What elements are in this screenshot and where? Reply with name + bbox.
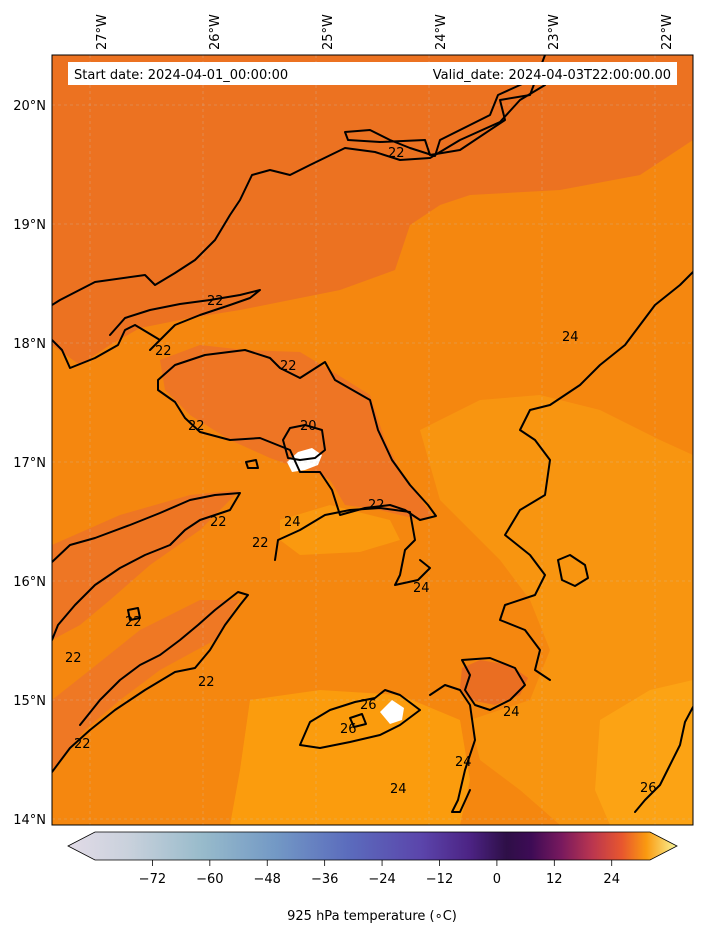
contours bbox=[52, 55, 693, 813]
lon-tick-label: 27°W bbox=[95, 14, 110, 50]
contour-label: 24 bbox=[284, 515, 301, 530]
colorbar-tick-label: −72 bbox=[139, 872, 166, 887]
contour-label: 22 bbox=[74, 737, 91, 752]
contour-loop-4 bbox=[349, 713, 367, 728]
valid-date-label: Valid_date: 2024-04-03T22:00:00.00 bbox=[433, 68, 671, 83]
contour-22-a bbox=[52, 289, 261, 369]
lon-tick-label: 26°W bbox=[208, 14, 223, 50]
contour-label: 22 bbox=[198, 675, 215, 690]
contour-24-west bbox=[274, 507, 431, 586]
lat-tick-label: 15°N bbox=[13, 694, 46, 709]
colorbar-tick-label: −48 bbox=[253, 872, 280, 887]
map-panel: 20 22 22 22 22 22 22 22 22 22 22 22 22 2… bbox=[52, 55, 693, 825]
contour-label: 22 bbox=[125, 615, 142, 630]
contour-label: 22 bbox=[155, 344, 172, 359]
contour-label: 24 bbox=[562, 330, 579, 345]
contour-label: 24 bbox=[390, 782, 407, 797]
lon-axis: 27°W 26°W 25°W 24°W 23°W 22°W bbox=[95, 14, 675, 50]
cool-region-north bbox=[52, 55, 693, 365]
warm-region-south bbox=[230, 690, 470, 825]
cool-region-west bbox=[52, 490, 240, 640]
missing-data-patch-2 bbox=[380, 700, 404, 724]
contour-24-east bbox=[499, 271, 693, 681]
lat-axis: 20°N 19°N 18°N 17°N 16°N 15°N 14°N bbox=[13, 99, 46, 828]
lat-tick-label: 20°N bbox=[13, 99, 46, 114]
contour-26-southeast bbox=[634, 706, 693, 813]
colorbar-tick-label: 0 bbox=[493, 872, 501, 887]
contour-loop-3 bbox=[127, 607, 141, 621]
lon-tick-label: 25°W bbox=[321, 14, 336, 50]
contour-label: 24 bbox=[503, 705, 520, 720]
contour-24-lower bbox=[429, 684, 476, 813]
colorbar-bar bbox=[67, 831, 678, 861]
lat-tick-label: 16°N bbox=[13, 575, 46, 590]
lat-tick-label: 17°N bbox=[13, 456, 46, 471]
colorbar-tick-label: 12 bbox=[546, 872, 563, 887]
contour-label: 22 bbox=[388, 146, 405, 161]
contour-label: 22 bbox=[207, 294, 224, 309]
lat-tick-label: 14°N bbox=[13, 813, 46, 828]
lon-tick-label: 23°W bbox=[547, 14, 562, 50]
contour-label: 22 bbox=[252, 536, 269, 551]
contour-label: 22 bbox=[65, 651, 82, 666]
map-frame bbox=[51, 54, 694, 826]
contour-22-north bbox=[344, 55, 546, 157]
contour-loop-1 bbox=[557, 554, 589, 587]
lat-tick-label: 19°N bbox=[13, 218, 46, 233]
gridlines bbox=[52, 55, 693, 825]
colorbar: −72 −60 −48 −36 −24 −12 0 12 24 925 hPa … bbox=[67, 831, 678, 924]
contour-loop-2 bbox=[245, 459, 259, 469]
colorbar-title: 925 hPa temperature (∘C) bbox=[287, 909, 457, 924]
lon-tick-label: 22°W bbox=[660, 14, 675, 50]
contour-label: 22 bbox=[210, 515, 227, 530]
contour-22-main bbox=[52, 84, 546, 306]
contour-labels: 20 22 22 22 22 22 22 22 22 22 22 22 22 2… bbox=[65, 146, 657, 797]
contour-label: 26 bbox=[340, 722, 357, 737]
start-date-label: Start date: 2024-04-01_00:00:00 bbox=[74, 68, 288, 83]
contour-label: 22 bbox=[188, 419, 205, 434]
colorbar-tick-label: −60 bbox=[196, 872, 223, 887]
contour-label: 22 bbox=[280, 359, 297, 374]
contour-22-b bbox=[157, 349, 437, 521]
contour-label: 20 bbox=[300, 419, 317, 434]
colorbar-tick-label: 24 bbox=[603, 872, 620, 887]
cool-region-center bbox=[160, 345, 432, 520]
contour-20 bbox=[282, 424, 326, 461]
contour-label: 26 bbox=[360, 698, 377, 713]
contour-24-south bbox=[299, 689, 421, 749]
lat-tick-label: 18°N bbox=[13, 337, 46, 352]
contour-22-southwest bbox=[52, 591, 249, 773]
colorbar-tick-label: −24 bbox=[368, 872, 395, 887]
colorbar-tick-label: −36 bbox=[311, 872, 338, 887]
colorbar-tick-label: −12 bbox=[426, 872, 453, 887]
contour-label: 24 bbox=[413, 581, 430, 596]
contour-22-west bbox=[52, 492, 241, 641]
cool-region-southeast bbox=[460, 660, 528, 705]
warm-region-southeast bbox=[595, 680, 693, 825]
date-info-box bbox=[68, 62, 677, 85]
contour-label: 24 bbox=[455, 755, 472, 770]
contour-label: 22 bbox=[368, 498, 385, 513]
warm-region-core bbox=[280, 505, 400, 555]
colorbar-ticks: −72 −60 −48 −36 −24 −12 0 12 24 bbox=[139, 860, 620, 887]
contour-24-southeast bbox=[461, 657, 526, 711]
contour-label: 26 bbox=[640, 781, 657, 796]
cool-region-southwest bbox=[52, 600, 240, 770]
lon-tick-label: 24°W bbox=[434, 14, 449, 50]
